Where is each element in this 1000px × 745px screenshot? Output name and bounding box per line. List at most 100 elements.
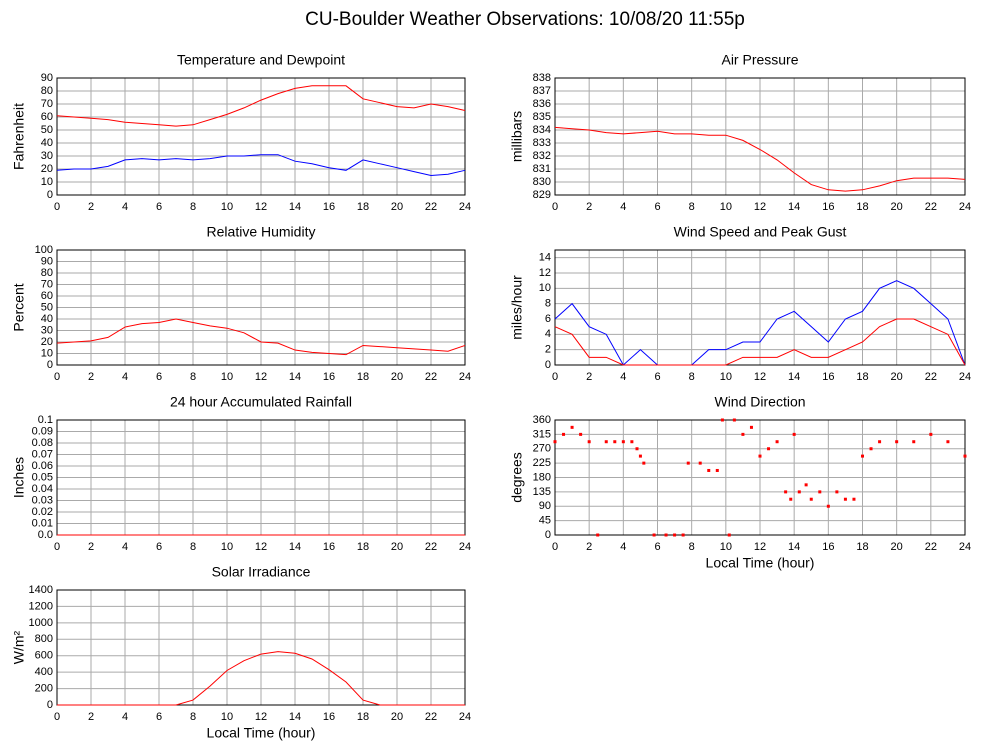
page-title: CU-Boulder Weather Observations: 10/08/2…: [305, 9, 745, 30]
y-tick-label: 1200: [29, 600, 53, 612]
plot-frame: [554, 419, 966, 536]
x-tick-label: 8: [689, 541, 695, 553]
data-point: [741, 432, 745, 436]
x-tick-label: 22: [425, 541, 437, 553]
y-tick-label: 829: [533, 189, 551, 201]
x-tick-label: 18: [357, 201, 369, 213]
x-tick-label: 14: [788, 371, 800, 383]
chart-title: Wind Speed and Peak Gust: [674, 224, 847, 240]
plot-frame: [554, 77, 966, 196]
data-point: [929, 432, 933, 436]
y-tick-label: 0.04: [32, 483, 53, 495]
y-tick-label: 10: [539, 282, 551, 294]
data-point: [861, 454, 864, 458]
x-tick-label: 22: [925, 541, 937, 553]
x-tick-label: 2: [88, 541, 94, 553]
data-point: [727, 533, 731, 537]
y-tick-label: 0: [47, 189, 53, 201]
y-tick-label: 30: [41, 324, 53, 336]
x-tick-label: 18: [856, 201, 868, 213]
y-tick-label: 1000: [29, 617, 53, 629]
y-tick-label: 14: [539, 252, 551, 264]
x-tick-label: 20: [391, 201, 403, 213]
x-tick-label: 24: [959, 201, 971, 213]
data-point: [630, 440, 634, 444]
y-tick-label: 600: [35, 650, 53, 662]
data-point: [895, 440, 899, 444]
y-tick-label: 0.01: [32, 517, 53, 529]
x-tick-label: 16: [822, 541, 834, 553]
x-tick-label: 4: [122, 201, 128, 213]
x-tick-label: 10: [221, 541, 233, 553]
x-tick-label: 18: [357, 541, 369, 553]
x-tick-label: 10: [720, 541, 732, 553]
y-tick-label: 90: [41, 255, 53, 267]
x-tick-label: 20: [891, 541, 903, 553]
y-tick-label: 835: [533, 111, 551, 123]
plot-frame: [56, 249, 466, 366]
y-tick-label: 45: [539, 515, 551, 527]
x-tick-label: 12: [754, 201, 766, 213]
x-tick-label: 12: [754, 541, 766, 553]
x-tick-label: 14: [289, 371, 301, 383]
y-tick-label: 10: [41, 347, 53, 359]
x-tick-label: 24: [459, 201, 471, 213]
x-tick-label: 8: [190, 541, 196, 553]
data-point: [732, 418, 736, 422]
x-tick-label: 20: [391, 711, 403, 723]
y-tick-label: 135: [533, 486, 551, 498]
data-point: [946, 440, 950, 444]
plot-frame: [56, 589, 466, 706]
data-point: [604, 440, 608, 444]
y-tick-label: 200: [35, 682, 53, 694]
chart-title: Temperature and Dewpoint: [177, 52, 345, 68]
x-tick-label: 14: [289, 201, 301, 213]
x-tick-label: 18: [357, 371, 369, 383]
data-point: [749, 425, 753, 429]
x-tick-label: 6: [156, 371, 162, 383]
y-tick-label: 270: [533, 443, 551, 455]
x-tick-label: 24: [959, 371, 971, 383]
data-point: [587, 440, 591, 444]
y-tick-label: 90: [539, 500, 551, 512]
x-tick-label: 2: [586, 541, 592, 553]
data-point: [681, 533, 685, 537]
y-tick-label: 40: [41, 313, 53, 325]
y-tick-label: 0.02: [32, 506, 53, 518]
chart-title: Relative Humidity: [207, 224, 316, 240]
x-tick-label: 8: [689, 371, 695, 383]
y-tick-label: 10: [41, 176, 53, 188]
data-point: [835, 490, 839, 494]
data-point: [912, 440, 916, 444]
y-tick-label: 0: [545, 529, 551, 541]
data-point: [698, 461, 702, 465]
data-point: [784, 490, 788, 494]
x-tick-label: 12: [255, 371, 267, 383]
data-point: [664, 533, 668, 537]
x-axis-label: Local Time (hour): [706, 555, 815, 571]
y-tick-label: 1400: [29, 584, 53, 596]
plot-frame: [56, 77, 466, 196]
y-tick-label: 0.05: [32, 471, 53, 483]
y-tick-label: 834: [533, 124, 551, 136]
x-tick-label: 10: [221, 711, 233, 723]
data-point: [579, 432, 583, 436]
data-point: [809, 497, 813, 501]
x-tick-label: 18: [856, 541, 868, 553]
data-line: [56, 318, 466, 356]
x-tick-label: 8: [190, 201, 196, 213]
data-point: [758, 454, 762, 458]
data-point: [818, 490, 822, 494]
x-tick-label: 12: [255, 201, 267, 213]
data-point: [638, 454, 642, 458]
data-point: [686, 461, 690, 465]
x-tick-label: 10: [720, 371, 732, 383]
y-tick-label: 4: [545, 328, 551, 340]
data-line: [57, 651, 465, 706]
x-tick-label: 18: [856, 371, 868, 383]
data-point: [673, 533, 677, 537]
data-point: [570, 425, 574, 429]
y-tick-label: 20: [41, 336, 53, 348]
x-tick-label: 12: [255, 711, 267, 723]
